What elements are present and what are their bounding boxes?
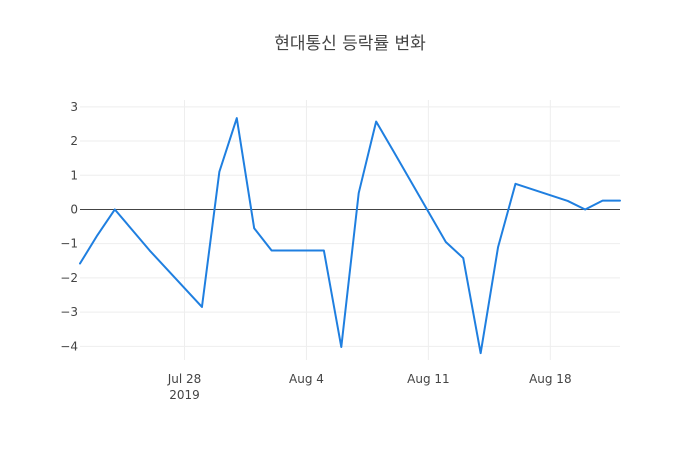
y-tick-label: 2 xyxy=(70,134,78,148)
y-tick-label: 3 xyxy=(70,100,78,114)
grid-layer xyxy=(80,100,620,360)
x-tick-label: Aug 11 xyxy=(407,372,450,386)
y-tick-label: −2 xyxy=(60,271,78,285)
y-tick-label: −4 xyxy=(60,339,78,353)
axis-labels: 3 2 1 0 −1 −2 −3 −4 Jul 28 2019 Aug 4 Aug 11 Aug 18 xyxy=(60,100,571,402)
x-tick-label: Aug 18 xyxy=(529,372,572,386)
x-tick-label: Jul 28 xyxy=(167,372,202,386)
y-tick-label: 0 xyxy=(70,202,78,216)
series-line xyxy=(79,117,621,355)
y-tick-label: −1 xyxy=(60,237,78,251)
series-layer xyxy=(79,117,621,355)
x-tick-label: Aug 4 xyxy=(289,372,324,386)
y-tick-label: −3 xyxy=(60,305,78,319)
y-tick-label: 1 xyxy=(70,168,78,182)
x-tick-year-label: 2019 xyxy=(169,388,200,402)
chart-title: 현대통신 등락률 변화 xyxy=(274,34,426,54)
